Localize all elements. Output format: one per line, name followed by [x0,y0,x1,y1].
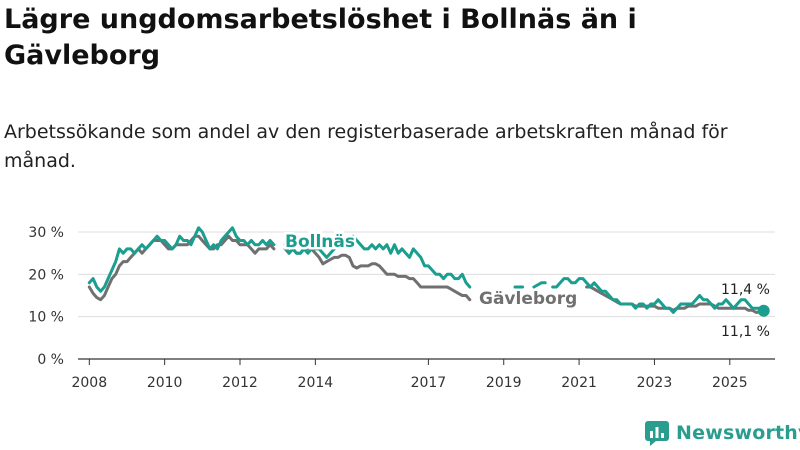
series-line-gavleborg [87,234,276,302]
x-tick-label: 2014 [298,375,334,391]
x-tick-label: 2019 [486,375,522,391]
x-tick-label: 2008 [71,375,107,391]
end-value-bollnas: 11,4 % [721,282,770,298]
series-lines [87,226,770,317]
y-tick-label: 30 % [28,225,64,241]
series-line-bollnas [351,234,472,289]
series-line-bollnas [551,277,766,314]
end-point-bollnas [757,304,770,317]
series-label-gavleborg: Gävleborg [479,289,577,309]
series-line-gavleborg [283,247,472,302]
x-tick-label: 2017 [411,375,447,391]
x-tick-label: 2021 [561,375,597,391]
brand-name: Newsworthy [676,422,800,444]
x-tick-label: 2010 [147,375,183,391]
series-line-bollnas [87,226,276,293]
y-axis-tick-labels: 0 % 10 % 20 % 30 % [28,225,64,368]
x-axis: 2008 2010 2012 2014 2017 2019 2021 2023 2025 [71,358,775,391]
y-tick-label: 10 % [28,310,64,326]
gridlines [78,231,775,318]
series-labels: Bollnäs Gävleborg 11,4 % 11,1 % [283,230,770,341]
chart-subtitle: Arbetssökande som andel av den registerb… [4,121,728,172]
series-label-bollnas: Bollnäs [285,232,355,252]
newsworthy-logo: Newsworthy [644,419,800,447]
chart-title: Lägre ungdomsarbetslöshet i Bollnäs än i… [4,4,637,71]
x-tick-label: 2012 [222,375,258,391]
y-tick-label: 0 % [37,352,64,368]
x-tick-label: 2023 [637,375,673,391]
series-line-bollnas [283,243,336,259]
end-value-gavleborg: 11,1 % [721,324,770,340]
series-line-bollnas [532,281,547,289]
y-tick-label: 20 % [28,267,64,283]
x-tick-label: 2025 [712,375,748,391]
newsworthy-logo-icon [645,421,669,446]
